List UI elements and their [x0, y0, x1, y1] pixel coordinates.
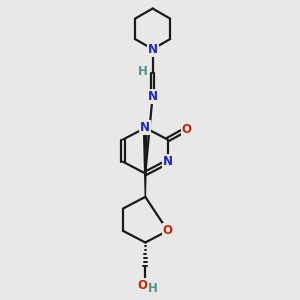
Text: O: O — [182, 123, 191, 136]
Text: N: N — [148, 43, 158, 56]
Polygon shape — [143, 128, 147, 197]
Text: N: N — [163, 155, 173, 168]
Text: N: N — [140, 122, 150, 134]
Text: O: O — [163, 224, 173, 237]
Text: O: O — [137, 279, 147, 292]
Text: H: H — [148, 282, 158, 295]
Text: H: H — [138, 64, 148, 77]
Text: N: N — [148, 90, 158, 103]
